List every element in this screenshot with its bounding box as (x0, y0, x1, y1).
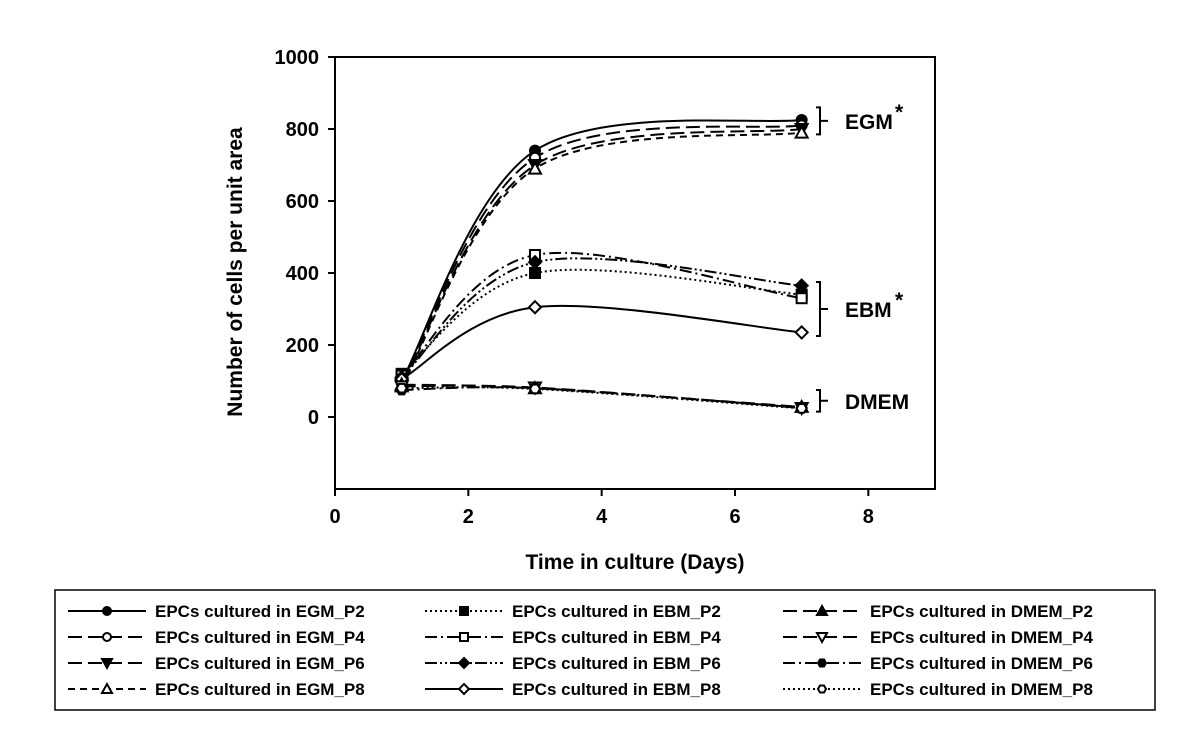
legend-label: EPCs cultured in EGM_P8 (155, 680, 365, 699)
legend-label: EPCs cultured in DMEM_P8 (870, 680, 1093, 699)
bracket (816, 389, 828, 413)
y-tick-label: 1000 (275, 47, 320, 69)
series-7 (394, 254, 810, 385)
legend-marker (459, 632, 469, 642)
y-tick-label: 0 (308, 407, 319, 429)
series-line (400, 251, 802, 377)
legend-marker (457, 656, 471, 670)
group-label-text: EBM (845, 299, 892, 322)
legend-item-10: EPCs cultured in DMEM_P4 (783, 628, 1093, 647)
data-point (527, 299, 543, 315)
bracket (816, 106, 828, 136)
legend-item-9: EPCs cultured in DMEM_P2 (783, 602, 1093, 621)
series-1 (395, 114, 808, 387)
legend-marker (816, 684, 828, 694)
legend: EPCs cultured in EGM_P2 EPCs cultured in … (54, 589, 1156, 711)
legend-label: EPCs cultured in EBM_P8 (512, 680, 721, 699)
legend-box (54, 589, 1156, 711)
legend-marker (100, 658, 114, 671)
bracket (816, 281, 828, 337)
legend-item-5: EPCs cultured in EBM_P2 (425, 602, 721, 621)
series-line (400, 128, 802, 386)
legend-item-8: EPCs cultured in EBM_P8 (425, 680, 721, 699)
legend-marker (100, 681, 114, 694)
y-tick-label: 400 (286, 263, 319, 285)
group-label-dmem: DMEM (816, 389, 909, 414)
data-point (794, 278, 810, 294)
legend-label: EPCs cultured in EGM_P2 (155, 602, 365, 621)
significance-star: * (895, 289, 904, 312)
legend-item-7: EPCs cultured in EBM_P6 (425, 654, 721, 673)
y-axis-title: Number of cells per unit area (224, 127, 247, 417)
data-point (794, 324, 810, 340)
data-point (793, 124, 810, 139)
legend-item-6: EPCs cultured in EBM_P4 (425, 628, 721, 647)
legend-marker (102, 632, 112, 642)
legend-marker (457, 682, 471, 696)
data-point (395, 382, 408, 394)
group-label-text: EGM (845, 111, 893, 134)
significance-star: * (895, 101, 904, 124)
legend-item-11: EPCs cultured in DMEM_P6 (783, 654, 1093, 673)
legend-item-4: EPCs cultured in EGM_P8 (68, 680, 365, 699)
legend-item-12: EPCs cultured in DMEM_P8 (783, 680, 1093, 699)
legend-marker (815, 632, 829, 645)
group-label-text: DMEM (845, 391, 909, 414)
data-point (795, 403, 808, 414)
series-line (401, 257, 802, 379)
legend-label: EPCs cultured in EBM_P4 (512, 628, 721, 647)
legend-item-1: EPCs cultured in EGM_P2 (68, 602, 365, 621)
y-tick-label: 600 (286, 191, 319, 213)
legend-item-3: EPCs cultured in EGM_P6 (68, 654, 365, 673)
group-label-ebm: EBM * (816, 281, 904, 337)
x-tick-label: 4 (596, 506, 608, 528)
series-9 (393, 376, 810, 413)
data-point (528, 383, 542, 395)
data-point (527, 254, 543, 270)
y-tick-label: 800 (286, 119, 319, 141)
legend-label: EPCs cultured in EGM_P6 (155, 654, 365, 673)
series-line (401, 386, 802, 410)
data-point (795, 292, 808, 305)
series-8 (394, 299, 810, 387)
y-tick-label: 200 (286, 335, 319, 357)
legend-marker (459, 606, 469, 616)
legend-marker (816, 658, 828, 668)
legend-item-2: EPCs cultured in EGM_P4 (68, 628, 365, 647)
x-tick-label: 0 (329, 506, 340, 528)
series-line (401, 268, 802, 375)
group-label-egm: EGM * (816, 101, 904, 136)
legend-marker (815, 603, 829, 616)
legend-label: EPCs cultured in EBM_P2 (512, 602, 721, 621)
series-line (401, 304, 802, 381)
legend-label: EPCs cultured in EGM_P4 (155, 628, 365, 647)
legend-label: EPCs cultured in DMEM_P2 (870, 602, 1093, 621)
x-tick-label: 8 (863, 506, 874, 528)
legend-label: EPCs cultured in EBM_P6 (512, 654, 721, 673)
series-line (400, 124, 802, 384)
series-12 (395, 382, 808, 414)
x-tick-label: 6 (729, 506, 740, 528)
x-tick-label: 2 (463, 506, 474, 528)
legend-label: EPCs cultured in DMEM_P4 (870, 628, 1093, 647)
x-axis-title: Time in culture (Days) (525, 551, 744, 574)
legend-label: EPCs cultured in DMEM_P6 (870, 654, 1093, 673)
data-point (527, 160, 543, 175)
legend-marker (102, 606, 112, 616)
